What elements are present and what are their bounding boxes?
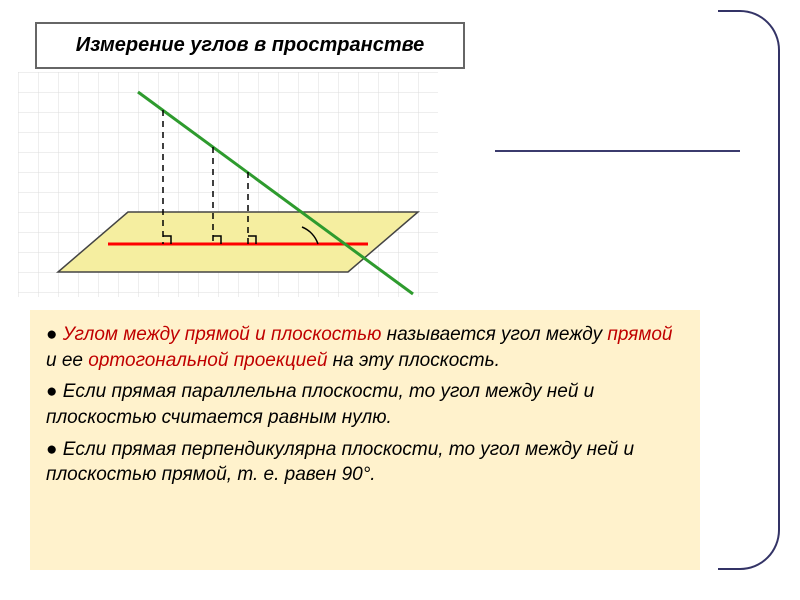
bullet-icon: ● (46, 324, 57, 345)
definition-1: ● Углом между прямой и плоскостью называ… (46, 322, 684, 373)
bullet-icon: ● (46, 381, 57, 402)
def1-part-d: прямой (607, 324, 672, 345)
title-box: Измерение углов в пространстве (35, 22, 465, 69)
figure-svg (18, 72, 438, 302)
def1-part-c: между (541, 324, 608, 345)
geometry-figure (18, 72, 438, 302)
bullet-icon: ● (46, 439, 57, 460)
def2-text: Если прямая параллельна плоскости, то уг… (46, 381, 594, 428)
def1-part-f: ортогональной проекцией (88, 350, 327, 371)
slide-title: Измерение углов в пространстве (51, 34, 449, 57)
def1-part-a: Углом между прямой и плоскостью (57, 324, 381, 345)
definition-2: ● Если прямая параллельна плоскости, то … (46, 379, 684, 430)
blank-underline (495, 150, 740, 152)
def1-part-e: и ее (46, 350, 88, 371)
def1-part-b: называется угол (381, 324, 540, 345)
decorative-right-border (718, 10, 780, 570)
slide: Измерение углов в пространстве (0, 0, 800, 600)
definition-3: ● Если прямая перпендикулярна плоскости,… (46, 437, 684, 488)
definitions-block: ● Углом между прямой и плоскостью называ… (30, 310, 700, 570)
def1-part-g: на эту плоскость. (327, 350, 499, 371)
def3-text: Если прямая перпендикулярна плоскости, т… (46, 439, 634, 486)
